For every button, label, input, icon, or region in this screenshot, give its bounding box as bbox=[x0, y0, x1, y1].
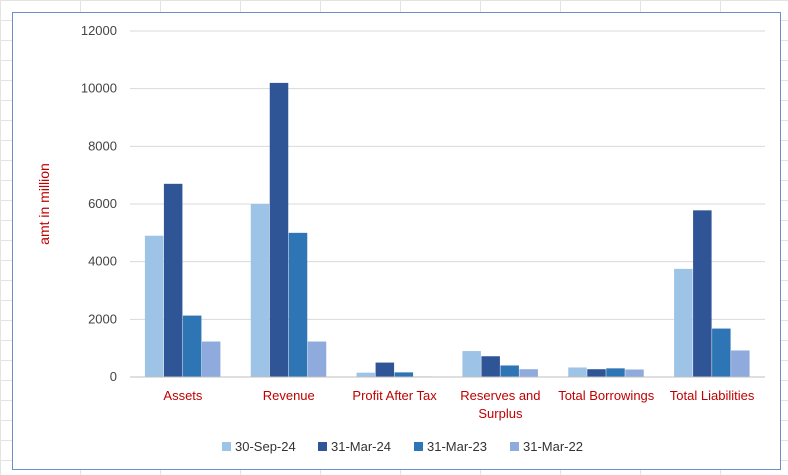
y-tick-label: 12000 bbox=[81, 23, 117, 38]
category-label: Assets bbox=[163, 388, 203, 403]
category-label: Reserves and Surplus bbox=[460, 388, 540, 421]
bar[interactable] bbox=[307, 341, 327, 377]
y-axis-label: amt in million bbox=[36, 163, 52, 245]
bar[interactable] bbox=[481, 356, 500, 377]
y-tick-label: 4000 bbox=[88, 254, 117, 269]
bar[interactable] bbox=[625, 369, 644, 377]
category-label: Revenue bbox=[263, 388, 315, 403]
legend-item[interactable]: 31-Mar-23 bbox=[414, 439, 487, 454]
bar[interactable] bbox=[674, 268, 693, 377]
bar[interactable] bbox=[712, 328, 731, 377]
y-tick-label: 8000 bbox=[88, 138, 117, 153]
legend-label: 31-Mar-23 bbox=[427, 439, 487, 454]
bar[interactable] bbox=[519, 369, 538, 377]
bar[interactable] bbox=[394, 372, 414, 377]
bar[interactable] bbox=[731, 350, 750, 377]
bar[interactable] bbox=[500, 365, 519, 377]
bar[interactable] bbox=[269, 82, 289, 378]
category-label: Total Borrowings bbox=[558, 388, 655, 403]
category-label: Profit After Tax bbox=[352, 388, 437, 403]
bar[interactable] bbox=[568, 367, 587, 377]
bars bbox=[144, 82, 750, 378]
y-tick-label: 6000 bbox=[88, 196, 117, 211]
legend-item[interactable]: 31-Mar-24 bbox=[318, 439, 391, 454]
gridlines bbox=[130, 30, 765, 320]
bar[interactable] bbox=[375, 362, 395, 377]
bar[interactable] bbox=[144, 235, 164, 377]
legend-swatch bbox=[414, 442, 423, 451]
bar[interactable] bbox=[693, 210, 712, 377]
bar[interactable] bbox=[606, 368, 625, 377]
legend-swatch bbox=[222, 442, 231, 451]
bar[interactable] bbox=[163, 183, 183, 377]
bar[interactable] bbox=[356, 372, 376, 377]
y-tick-label: 0 bbox=[110, 369, 117, 384]
bar[interactable] bbox=[587, 369, 606, 377]
y-axis-ticks: 0 2000 4000 6000 8000 10000 12000 bbox=[81, 23, 117, 384]
y-tick-label: 2000 bbox=[88, 311, 117, 326]
category-label: Total Liabilities bbox=[670, 388, 755, 403]
legend-label: 31-Mar-24 bbox=[331, 439, 391, 454]
legend[interactable]: 30-Sep-24 31-Mar-24 31-Mar-23 31-Mar-22 bbox=[222, 439, 583, 454]
legend-swatch bbox=[318, 442, 327, 451]
bar[interactable] bbox=[250, 204, 270, 377]
bar[interactable] bbox=[462, 351, 481, 377]
legend-item[interactable]: 30-Sep-24 bbox=[222, 439, 296, 454]
legend-label: 30-Sep-24 bbox=[235, 439, 296, 454]
bar[interactable] bbox=[182, 315, 202, 377]
bar[interactable] bbox=[201, 341, 221, 377]
category-labels: Assets Revenue Profit After Tax Reserves an… bbox=[163, 388, 754, 421]
legend-item[interactable]: 31-Mar-22 bbox=[510, 439, 583, 454]
bar[interactable] bbox=[288, 232, 308, 377]
y-tick-label: 10000 bbox=[81, 81, 117, 96]
legend-label: 31-Mar-22 bbox=[523, 439, 583, 454]
legend-swatch bbox=[510, 442, 519, 451]
